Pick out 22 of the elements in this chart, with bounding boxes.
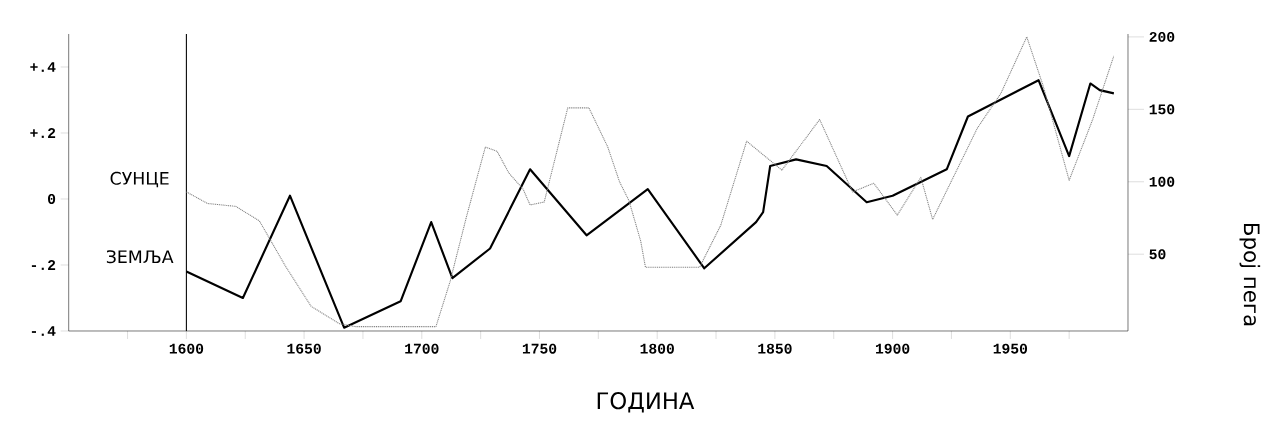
x-tick-label: 1800 [640,343,674,354]
x-tick-label: 1750 [522,343,557,354]
x-tick-label: 1600 [169,343,204,354]
line-series [185,36,1115,328]
y-tick-label: 0 [48,194,56,204]
x-tick-label: 1950 [993,343,1028,354]
y-tick-label: +.4 [30,62,56,72]
x-tick-label: 1650 [287,343,321,354]
x-tick-label: 1700 [405,343,439,354]
x-tick-label: 1850 [758,343,792,354]
series-label: СУНЦЕ [110,171,169,188]
y-tick-label: -.4 [31,326,56,336]
x-axis-title: ГОДИНА [597,392,695,413]
y2-tick-label: 200 [1149,31,1175,42]
y2-tick-label: 50 [1149,249,1166,260]
series-label: ЗЕМЉА [106,250,174,264]
y-tick-label: +.2 [30,128,56,138]
x-tick-label: 1900 [875,343,910,354]
y2-tick-label: 150 [1149,104,1175,115]
y2-axis-title: Број пега [1239,224,1261,326]
y2-tick-label: 100 [1149,176,1175,187]
y-tick-label: -.2 [31,260,56,270]
